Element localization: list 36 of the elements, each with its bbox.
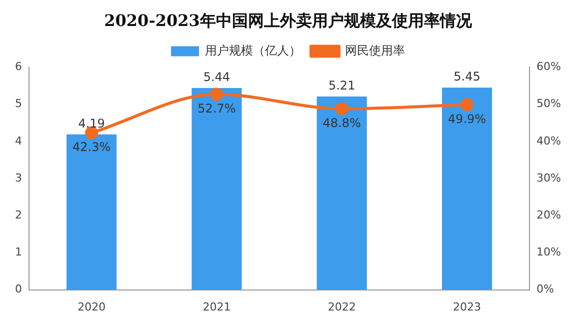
y-tick-label: 1 xyxy=(15,246,22,259)
y2-tick-label: 50% xyxy=(536,97,562,110)
y-tick-label: 6 xyxy=(15,60,22,74)
x-tick-label: 2021 xyxy=(202,300,231,314)
y-tick-label: 2 xyxy=(15,208,22,222)
bar xyxy=(442,88,492,290)
bar xyxy=(192,88,242,290)
data-label: 5.45 xyxy=(454,70,480,84)
data-label: 5.21 xyxy=(328,78,356,93)
y-tick-label: 5 xyxy=(15,97,22,110)
data-label: 48.8% xyxy=(322,116,361,130)
y-tick-label: 3 xyxy=(15,171,22,184)
data-label: 49.9% xyxy=(448,112,486,126)
y2-tick-label: 30% xyxy=(536,171,562,184)
bar xyxy=(66,134,117,290)
point xyxy=(335,102,348,116)
chart-title: 2020-2023年中国网上外卖用户规模及使用率情况 xyxy=(104,10,473,30)
y2-tick-label: 10% xyxy=(536,246,562,259)
legend-label: 网民使用率 xyxy=(345,43,405,58)
point xyxy=(210,88,224,101)
y-tick-label: 4 xyxy=(15,134,22,148)
y2-tick-label: 0% xyxy=(536,282,554,296)
y2-tick-label: 40% xyxy=(536,134,562,148)
x-tick-label: 2023 xyxy=(452,300,481,314)
data-label: 5.44 xyxy=(203,70,230,84)
x-tick-label: 2020 xyxy=(78,300,106,314)
x-tick-label: 2022 xyxy=(328,300,356,314)
point xyxy=(460,98,474,112)
y2-tick-label: 20% xyxy=(536,208,562,222)
data-label: 52.7% xyxy=(198,101,236,116)
legend-label: 用户规模（亿人） xyxy=(205,43,301,58)
y2-tick-label: 60% xyxy=(536,60,562,74)
y-tick-label: 0 xyxy=(15,282,22,296)
data-label: 42.3% xyxy=(72,140,111,154)
data-label: 4.19 xyxy=(78,116,105,130)
bar xyxy=(316,96,367,290)
